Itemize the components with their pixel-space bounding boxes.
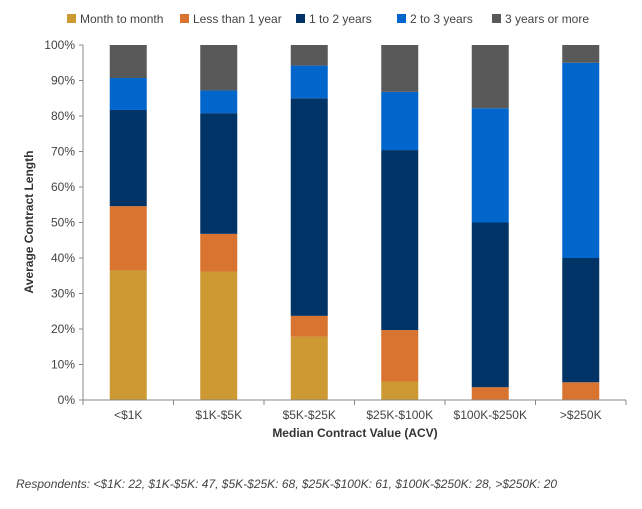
- legend-label: Less than 1 year: [193, 12, 282, 26]
- bar-segment: [381, 91, 419, 151]
- chart-legend: Month to month Less than 1 year 1 to 2 yea…: [67, 12, 589, 26]
- respondents-footnote: Respondents: <$1K: 22, $1K-$5K: 47, $5K-…: [16, 477, 558, 491]
- legend-swatch: [296, 14, 305, 23]
- y-tick-label: 50%: [51, 216, 75, 230]
- bar-segment: [562, 258, 600, 383]
- y-tick-label: 60%: [51, 180, 75, 194]
- stacked-bar-chart: Month to month Less than 1 year 1 to 2 yea…: [22, 12, 627, 440]
- legend-swatch: [492, 14, 501, 23]
- bar-segment: [290, 98, 328, 316]
- x-tick-label: $25K-$100K: [366, 408, 433, 422]
- x-tick-label: <$1K: [114, 408, 142, 422]
- bar-segment: [200, 271, 238, 400]
- bar-segment: [381, 45, 419, 92]
- bar-segment: [381, 330, 419, 382]
- y-tick-label: 80%: [51, 109, 75, 123]
- bar-segment: [471, 45, 509, 109]
- y-tick-label: 20%: [51, 322, 75, 336]
- bar-segment: [471, 108, 509, 223]
- bar-segment: [290, 315, 328, 337]
- legend-swatch: [67, 14, 76, 23]
- bar-segment: [200, 233, 238, 272]
- x-axis: <$1K $1K-$5K $5K-$25K $25K-$100K $100K-$250K…: [82, 399, 627, 422]
- bar-segment: [381, 150, 419, 331]
- y-tick-label: 70%: [51, 145, 75, 159]
- bar-segment: [290, 336, 328, 400]
- legend-swatch: [180, 14, 189, 23]
- x-tick-label: $5K-$25K: [283, 408, 336, 422]
- legend-label: 3 years or more: [505, 12, 589, 26]
- bar-segment: [381, 381, 419, 400]
- x-tick-label: $100K-$250K: [454, 408, 527, 422]
- bar-segment: [200, 90, 238, 114]
- legend-swatch: [397, 14, 406, 23]
- bar-segment: [109, 270, 147, 400]
- y-axis: 0% 10% 20% 30% 40% 50% 60% 70% 80% 90% 100%: [44, 38, 84, 407]
- bar-segment: [290, 45, 328, 66]
- y-tick-label: 40%: [51, 251, 75, 265]
- y-axis-title: Average Contract Length: [22, 151, 36, 294]
- y-tick-label: 90%: [51, 74, 75, 88]
- x-tick-label: >$250K: [560, 408, 602, 422]
- bar-segment: [471, 222, 509, 388]
- bar-segment: [471, 387, 509, 400]
- x-axis-title: Median Contract Value (ACV): [272, 426, 437, 440]
- bar-segment: [109, 206, 147, 271]
- bar-segment: [200, 113, 238, 234]
- legend-label: Month to month: [80, 12, 163, 26]
- bar-segment: [562, 45, 600, 63]
- x-tick-label: $1K-$5K: [195, 408, 242, 422]
- bar-segment: [200, 45, 238, 91]
- bar-segment: [109, 78, 147, 110]
- bar-segment: [562, 382, 600, 400]
- bar-segment: [290, 65, 328, 99]
- y-tick-label: 30%: [51, 287, 75, 301]
- y-tick-label: 10%: [51, 358, 75, 372]
- bar-segment: [562, 62, 600, 258]
- y-tick-label: 0%: [58, 393, 76, 407]
- bar-segment: [109, 45, 147, 79]
- legend-label: 2 to 3 years: [410, 12, 473, 26]
- bar-segment: [109, 109, 147, 207]
- legend-label: 1 to 2 years: [309, 12, 372, 26]
- bars: [109, 45, 600, 400]
- y-tick-label: 100%: [44, 38, 75, 52]
